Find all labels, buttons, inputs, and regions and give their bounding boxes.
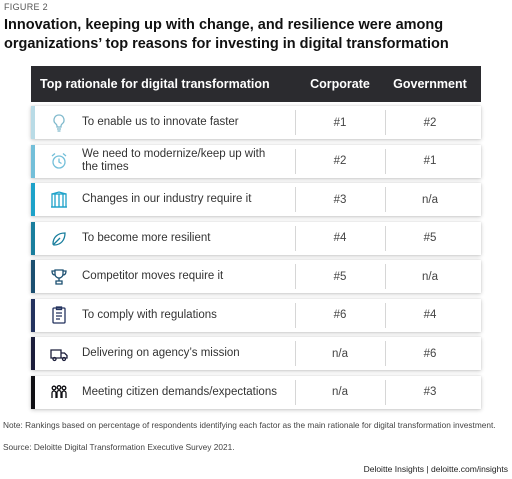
table-row: To enable us to innovate faster #1 #2 <box>31 106 481 139</box>
row-color-bar <box>31 260 35 293</box>
column-divider <box>385 379 386 405</box>
column-divider <box>385 187 386 212</box>
row-color-bar <box>31 221 35 255</box>
row-color-bar <box>31 183 35 216</box>
row-color-bar <box>31 144 35 178</box>
delivery-truck-icon <box>48 343 70 365</box>
government-rank: #5 <box>423 232 437 244</box>
rationale-label: Competitor moves require it <box>82 270 224 282</box>
government-rank: #2 <box>423 116 437 129</box>
government-rank: #1 <box>423 155 437 167</box>
footnote: Note: Rankings based on percentage of re… <box>3 420 496 430</box>
table-row: Competitor moves require it #5 n/a <box>31 260 481 293</box>
column-divider <box>385 225 386 251</box>
row-color-bar <box>31 106 35 139</box>
row-color-bar <box>31 337 35 370</box>
corporate-rank: #5 <box>333 270 347 283</box>
publisher-credit: Deloitte Insights | deloitte.com/insight… <box>363 464 508 474</box>
column-divider <box>385 341 386 366</box>
table-row: Changes in our industry require it #3 n/a <box>31 183 481 216</box>
rationale-label: To comply with regulations <box>82 308 217 321</box>
rationale-label: Delivering on agency’s mission <box>82 347 240 359</box>
column-divider <box>295 187 296 212</box>
rationale-label: We need to modernize/keep up with the ti… <box>82 148 266 173</box>
table-row: We need to modernize/keep up with the ti… <box>31 144 481 178</box>
table-header: Top rationale for digital transformation… <box>31 66 481 102</box>
rationale-label: To enable us to innovate faster <box>82 116 239 128</box>
corporate-rank: #3 <box>333 193 347 206</box>
row-color-bar <box>31 298 35 332</box>
source-line: Source: Deloitte Digital Transformation … <box>3 442 235 452</box>
leaf-icon <box>48 227 70 249</box>
header-government: Government <box>393 77 467 91</box>
row-color-bar <box>31 375 35 409</box>
corporate-rank: n/a <box>332 347 348 360</box>
government-rank: #3 <box>423 386 437 398</box>
table-row: Delivering on agency’s mission n/a #6 <box>31 337 481 370</box>
header-corporate: Corporate <box>310 77 370 91</box>
column-divider <box>295 341 296 366</box>
column-divider <box>295 302 296 328</box>
government-rank: n/a <box>422 193 438 206</box>
rationale-label: To become more resilient <box>82 231 211 244</box>
rationale-label: Changes in our industry require it <box>82 193 252 205</box>
corporate-rank: #1 <box>333 116 347 129</box>
chart-title: Innovation, keeping up with change, and … <box>4 17 449 52</box>
column-divider <box>385 302 386 328</box>
corporate-rank: #2 <box>333 155 347 167</box>
corporate-rank: n/a <box>332 386 348 398</box>
column-divider <box>295 148 296 174</box>
column-divider <box>385 264 386 289</box>
alarm-clock-icon <box>48 150 70 172</box>
government-rank: #6 <box>423 347 437 360</box>
table-row: To become more resilient #4 #5 <box>31 221 481 255</box>
corporate-rank: #6 <box>333 309 347 321</box>
government-rank: n/a <box>422 270 438 283</box>
clipboard-icon <box>48 304 70 326</box>
column-divider <box>295 379 296 405</box>
table-row: To comply with regulations #6 #4 <box>31 298 481 332</box>
corporate-rank: #4 <box>333 232 347 244</box>
lightbulb-icon <box>48 112 70 134</box>
government-rank: #4 <box>423 309 437 321</box>
column-divider <box>295 110 296 135</box>
rationale-label: Meeting citizen demands/expectations <box>82 385 277 398</box>
column-divider <box>295 264 296 289</box>
column-divider <box>295 225 296 251</box>
people-group-icon <box>48 381 70 403</box>
column-divider <box>385 148 386 174</box>
column-divider <box>385 110 386 135</box>
table-body: To enable us to innovate faster #1 #2 We ne… <box>31 106 481 409</box>
figure-label: FIGURE 2 <box>4 2 48 12</box>
header-rationale: Top rationale for digital transformation <box>40 77 270 91</box>
table-row: Meeting citizen demands/expectations n/a #… <box>31 375 481 409</box>
trophy-icon <box>48 266 70 288</box>
building-icon <box>48 189 70 211</box>
ranking-table: Top rationale for digital transformation… <box>31 66 481 409</box>
